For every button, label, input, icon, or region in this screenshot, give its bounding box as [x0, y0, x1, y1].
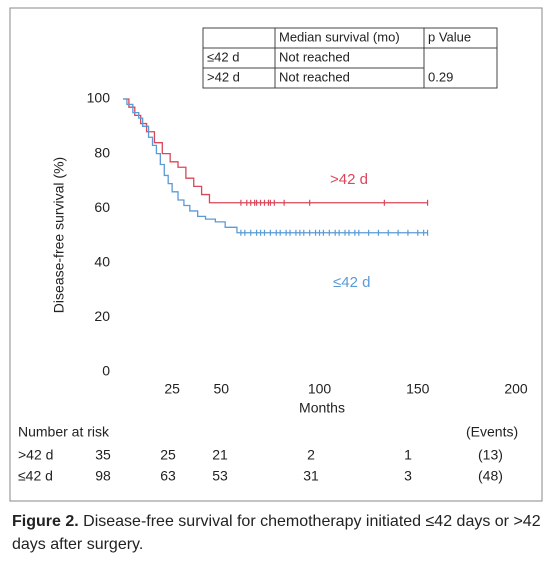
caption-label: Figure 2. [12, 513, 79, 530]
y-tick-label: 40 [94, 254, 110, 270]
y-tick-label: 80 [94, 144, 110, 160]
risk-title: Number at risk [18, 424, 110, 440]
survival-curve [123, 98, 428, 234]
caption-text: Disease-free survival for chemotherapy i… [12, 513, 541, 553]
median-cell: >42 d [207, 69, 240, 84]
risk-count: 31 [303, 468, 319, 484]
median-cell: Not reached [279, 69, 350, 84]
risk-count: 21 [212, 447, 228, 463]
risk-count: 1 [404, 447, 412, 463]
legend-label: ≤42 d [333, 274, 370, 291]
median-header: p Value [428, 29, 471, 44]
risk-count: 63 [160, 468, 176, 484]
y-tick-label: 0 [102, 363, 110, 379]
p-value: 0.29 [428, 69, 453, 84]
frame [9, 7, 543, 502]
x-axis-label: Months [299, 400, 345, 416]
risk-count: 35 [95, 447, 111, 463]
median-table-grid [202, 27, 498, 89]
caption: Figure 2. Disease-free survival for chem… [12, 510, 547, 556]
y-tick-label: 20 [94, 308, 110, 324]
x-tick-label: 100 [308, 381, 332, 397]
x-tick-label: 200 [504, 381, 528, 397]
x-tick-label: 150 [406, 381, 430, 397]
x-tick-label: 50 [213, 381, 229, 397]
survival-curve [123, 98, 428, 204]
risk-count: 25 [160, 447, 176, 463]
events-header: (Events) [466, 424, 518, 440]
risk-count: 3 [404, 468, 412, 484]
risk-row-label: >42 d [18, 447, 53, 463]
median-cell: Not reached [279, 49, 350, 64]
figure: Median survival (mo) p Value ≤42 d Not r… [9, 7, 543, 502]
risk-row-label: ≤42 d [18, 468, 53, 484]
y-axis-label: Disease-free survival (%) [51, 157, 67, 313]
risk-count: 2 [307, 447, 315, 463]
risk-count: 98 [95, 468, 111, 484]
risk-count: 53 [212, 468, 228, 484]
risk-events: (13) [478, 447, 503, 463]
risk-events: (48) [478, 468, 503, 484]
y-tick-label: 100 [87, 90, 111, 106]
legend-label: >42 d [330, 171, 368, 188]
x-tick-label: 25 [164, 381, 180, 397]
median-header: Median survival (mo) [279, 29, 400, 44]
median-cell: ≤42 d [207, 49, 239, 64]
y-tick-label: 60 [94, 199, 110, 215]
